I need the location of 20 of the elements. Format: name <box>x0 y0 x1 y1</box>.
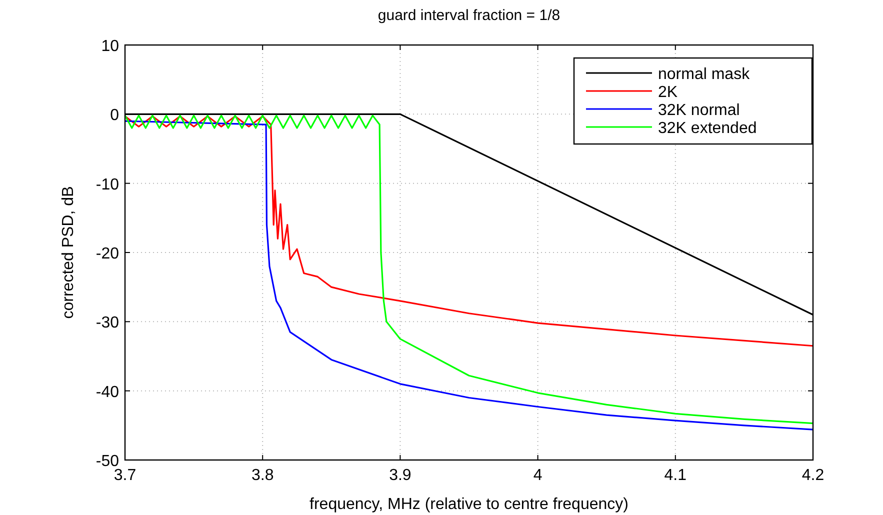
x-tick-label: 3.7 <box>114 467 136 484</box>
legend-label: normal mask <box>658 66 751 83</box>
legend-label: 2K <box>658 84 678 101</box>
y-tick-label: -20 <box>96 246 120 262</box>
y-tick-label: -40 <box>96 384 120 401</box>
chart-title: guard interval fraction = 1/8 <box>378 7 560 24</box>
y-tick-label: -10 <box>96 176 120 194</box>
x-tick-label: 3.9 <box>389 467 412 484</box>
y-tick-label: -30 <box>96 314 120 332</box>
y-tick-label: -50 <box>96 453 120 470</box>
y-tick-label: 0 <box>110 107 120 124</box>
x-axis-title: frequency, MHz (relative to centre frequency) <box>310 496 628 513</box>
x-tick-label: 4.2 <box>802 467 824 484</box>
y-axis-title: corrected PSD, dB <box>60 186 77 319</box>
legend-label: 32K normal <box>658 102 740 119</box>
x-tick-label: 4 <box>533 467 542 484</box>
x-tick-label: 3.8 <box>251 467 274 484</box>
y-tick-label: 10 <box>101 38 120 55</box>
legend-label: 32K extended <box>658 120 757 137</box>
x-tick-label: 4.1 <box>664 467 687 484</box>
